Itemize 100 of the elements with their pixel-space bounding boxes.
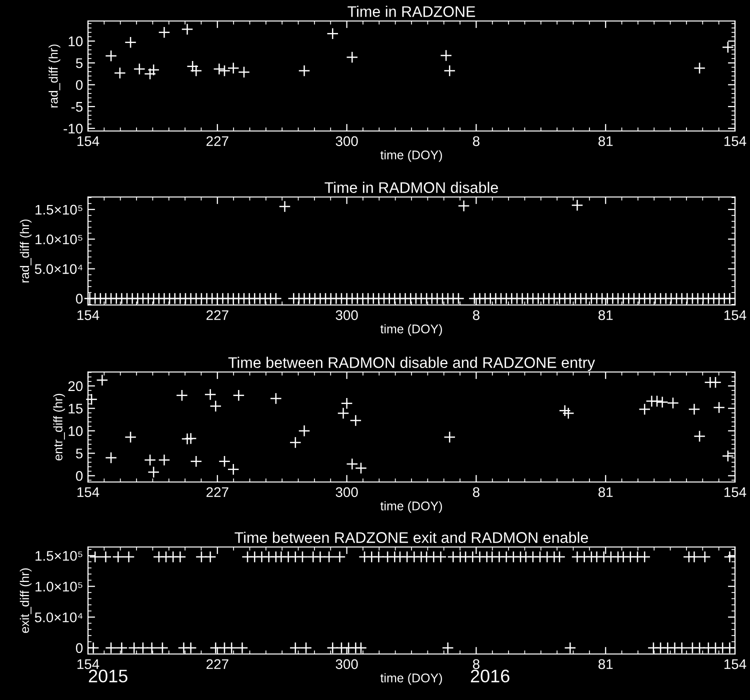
point [227, 62, 240, 74]
y-tick-label: 0 [76, 471, 83, 481]
point [444, 64, 456, 77]
x-tick-label: 81 [598, 136, 613, 146]
point [213, 63, 226, 76]
point [181, 23, 194, 36]
point [232, 389, 245, 402]
point [210, 400, 222, 412]
x-tick-label: 81 [598, 487, 613, 498]
text: 2015 [88, 670, 128, 682]
y-tick-label: 1.0×10⁵ [36, 582, 82, 592]
x-tick-label: 300 [336, 136, 358, 146]
y-tick-label: 1.0×10⁵ [36, 234, 82, 244]
x-tick-label: 154 [724, 659, 746, 670]
point [124, 431, 137, 444]
y-axis-title: exit_diff (hr) [20, 568, 32, 633]
point [124, 36, 137, 48]
point [190, 455, 202, 468]
point [350, 414, 362, 426]
point [656, 396, 668, 408]
y-tick-label: 0 [76, 294, 83, 304]
x-tick-label: 227 [206, 487, 228, 497]
point [204, 388, 216, 400]
point [270, 392, 282, 404]
point [651, 395, 664, 408]
x-tick-label: 81 [598, 659, 613, 670]
x-tick-label: 154 [724, 487, 746, 498]
point [218, 64, 230, 77]
point [346, 51, 358, 64]
x-tick-label: 8 [472, 659, 480, 670]
point [227, 463, 240, 476]
x-tick-label: 227 [206, 659, 228, 669]
text: 2016 [470, 670, 510, 682]
point [158, 454, 170, 466]
x-tick-label: 154 [77, 659, 100, 670]
y-tick-label: 5 [76, 58, 83, 68]
y-tick-label: 10 [68, 426, 83, 436]
y-tick-label: 10 [68, 36, 83, 46]
point [722, 41, 734, 54]
x-tick-label: 154 [724, 310, 746, 320]
point [298, 424, 310, 437]
point [96, 374, 108, 386]
x-tick-label: 81 [598, 310, 613, 320]
point [238, 66, 250, 78]
x-tick-label: 8 [472, 487, 480, 498]
point [114, 66, 126, 79]
y-tick-label: -10 [64, 124, 83, 134]
point [688, 403, 700, 416]
x-tick-label: 8 [472, 310, 480, 320]
x-axis-title: time (DOY) [380, 673, 442, 685]
y-tick-label: 1.5×10⁵ [36, 550, 82, 561]
point [176, 389, 188, 402]
chart-title: Time between RADMON disable and RADZONE entry [228, 356, 596, 372]
y-tick-label: 5 [76, 448, 83, 458]
point [218, 455, 230, 468]
point [105, 50, 118, 62]
point [666, 396, 679, 409]
y-tick-label: 5.0×10⁴ [34, 612, 82, 622]
point [326, 28, 339, 40]
point [709, 376, 722, 388]
point [144, 454, 156, 466]
point [158, 26, 170, 38]
y-axis-title: rad_diff (hr) [20, 220, 32, 282]
point [186, 60, 199, 72]
point [144, 68, 156, 80]
x-tick-label: 300 [336, 310, 358, 320]
point [190, 64, 202, 77]
point [181, 432, 194, 445]
y-tick-label: 0 [76, 80, 83, 90]
point [289, 436, 302, 448]
point [337, 407, 350, 420]
point [440, 49, 452, 62]
x-axis-title: time (DOY) [380, 150, 442, 162]
point [148, 466, 160, 478]
y-tick-label: 0 [76, 643, 83, 654]
x-tick-label: 227 [206, 136, 228, 146]
point [148, 64, 160, 76]
x-tick-label: 300 [336, 659, 358, 670]
point [86, 393, 98, 406]
x-axis-title: time (DOY) [380, 324, 442, 336]
x-axis-title: time (DOY) [380, 501, 442, 513]
point [562, 407, 574, 420]
x-tick-label: 154 [77, 136, 100, 146]
point [558, 404, 571, 417]
chart-title: Time in RADZONE [348, 6, 476, 17]
y-tick-label: 5.0×10⁴ [34, 264, 82, 274]
x-tick-label: 300 [336, 487, 358, 498]
y-tick-label: 1.5×10⁵ [36, 204, 82, 215]
x-tick-label: 154 [724, 136, 746, 146]
point [713, 401, 726, 414]
point [298, 64, 310, 77]
x-tick-label: 227 [206, 310, 228, 320]
chart-title: Time in RADMON disable [324, 182, 498, 193]
point [346, 458, 358, 470]
point [694, 62, 706, 74]
point [694, 430, 706, 442]
point [354, 462, 367, 474]
y-tick-label: 15 [68, 404, 83, 414]
y-tick-label: -5 [71, 102, 83, 112]
point [133, 63, 146, 76]
